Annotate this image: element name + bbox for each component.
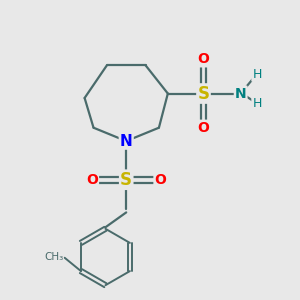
Text: O: O: [198, 121, 209, 135]
Text: N: N: [120, 134, 133, 148]
Text: O: O: [198, 52, 209, 66]
Text: H: H: [252, 68, 262, 81]
Text: O: O: [154, 173, 166, 187]
Text: S: S: [120, 171, 132, 189]
Text: H: H: [252, 98, 262, 110]
Text: CH₃: CH₃: [44, 252, 63, 262]
Text: N: N: [235, 86, 247, 100]
Text: O: O: [86, 173, 98, 187]
Text: S: S: [197, 85, 209, 103]
